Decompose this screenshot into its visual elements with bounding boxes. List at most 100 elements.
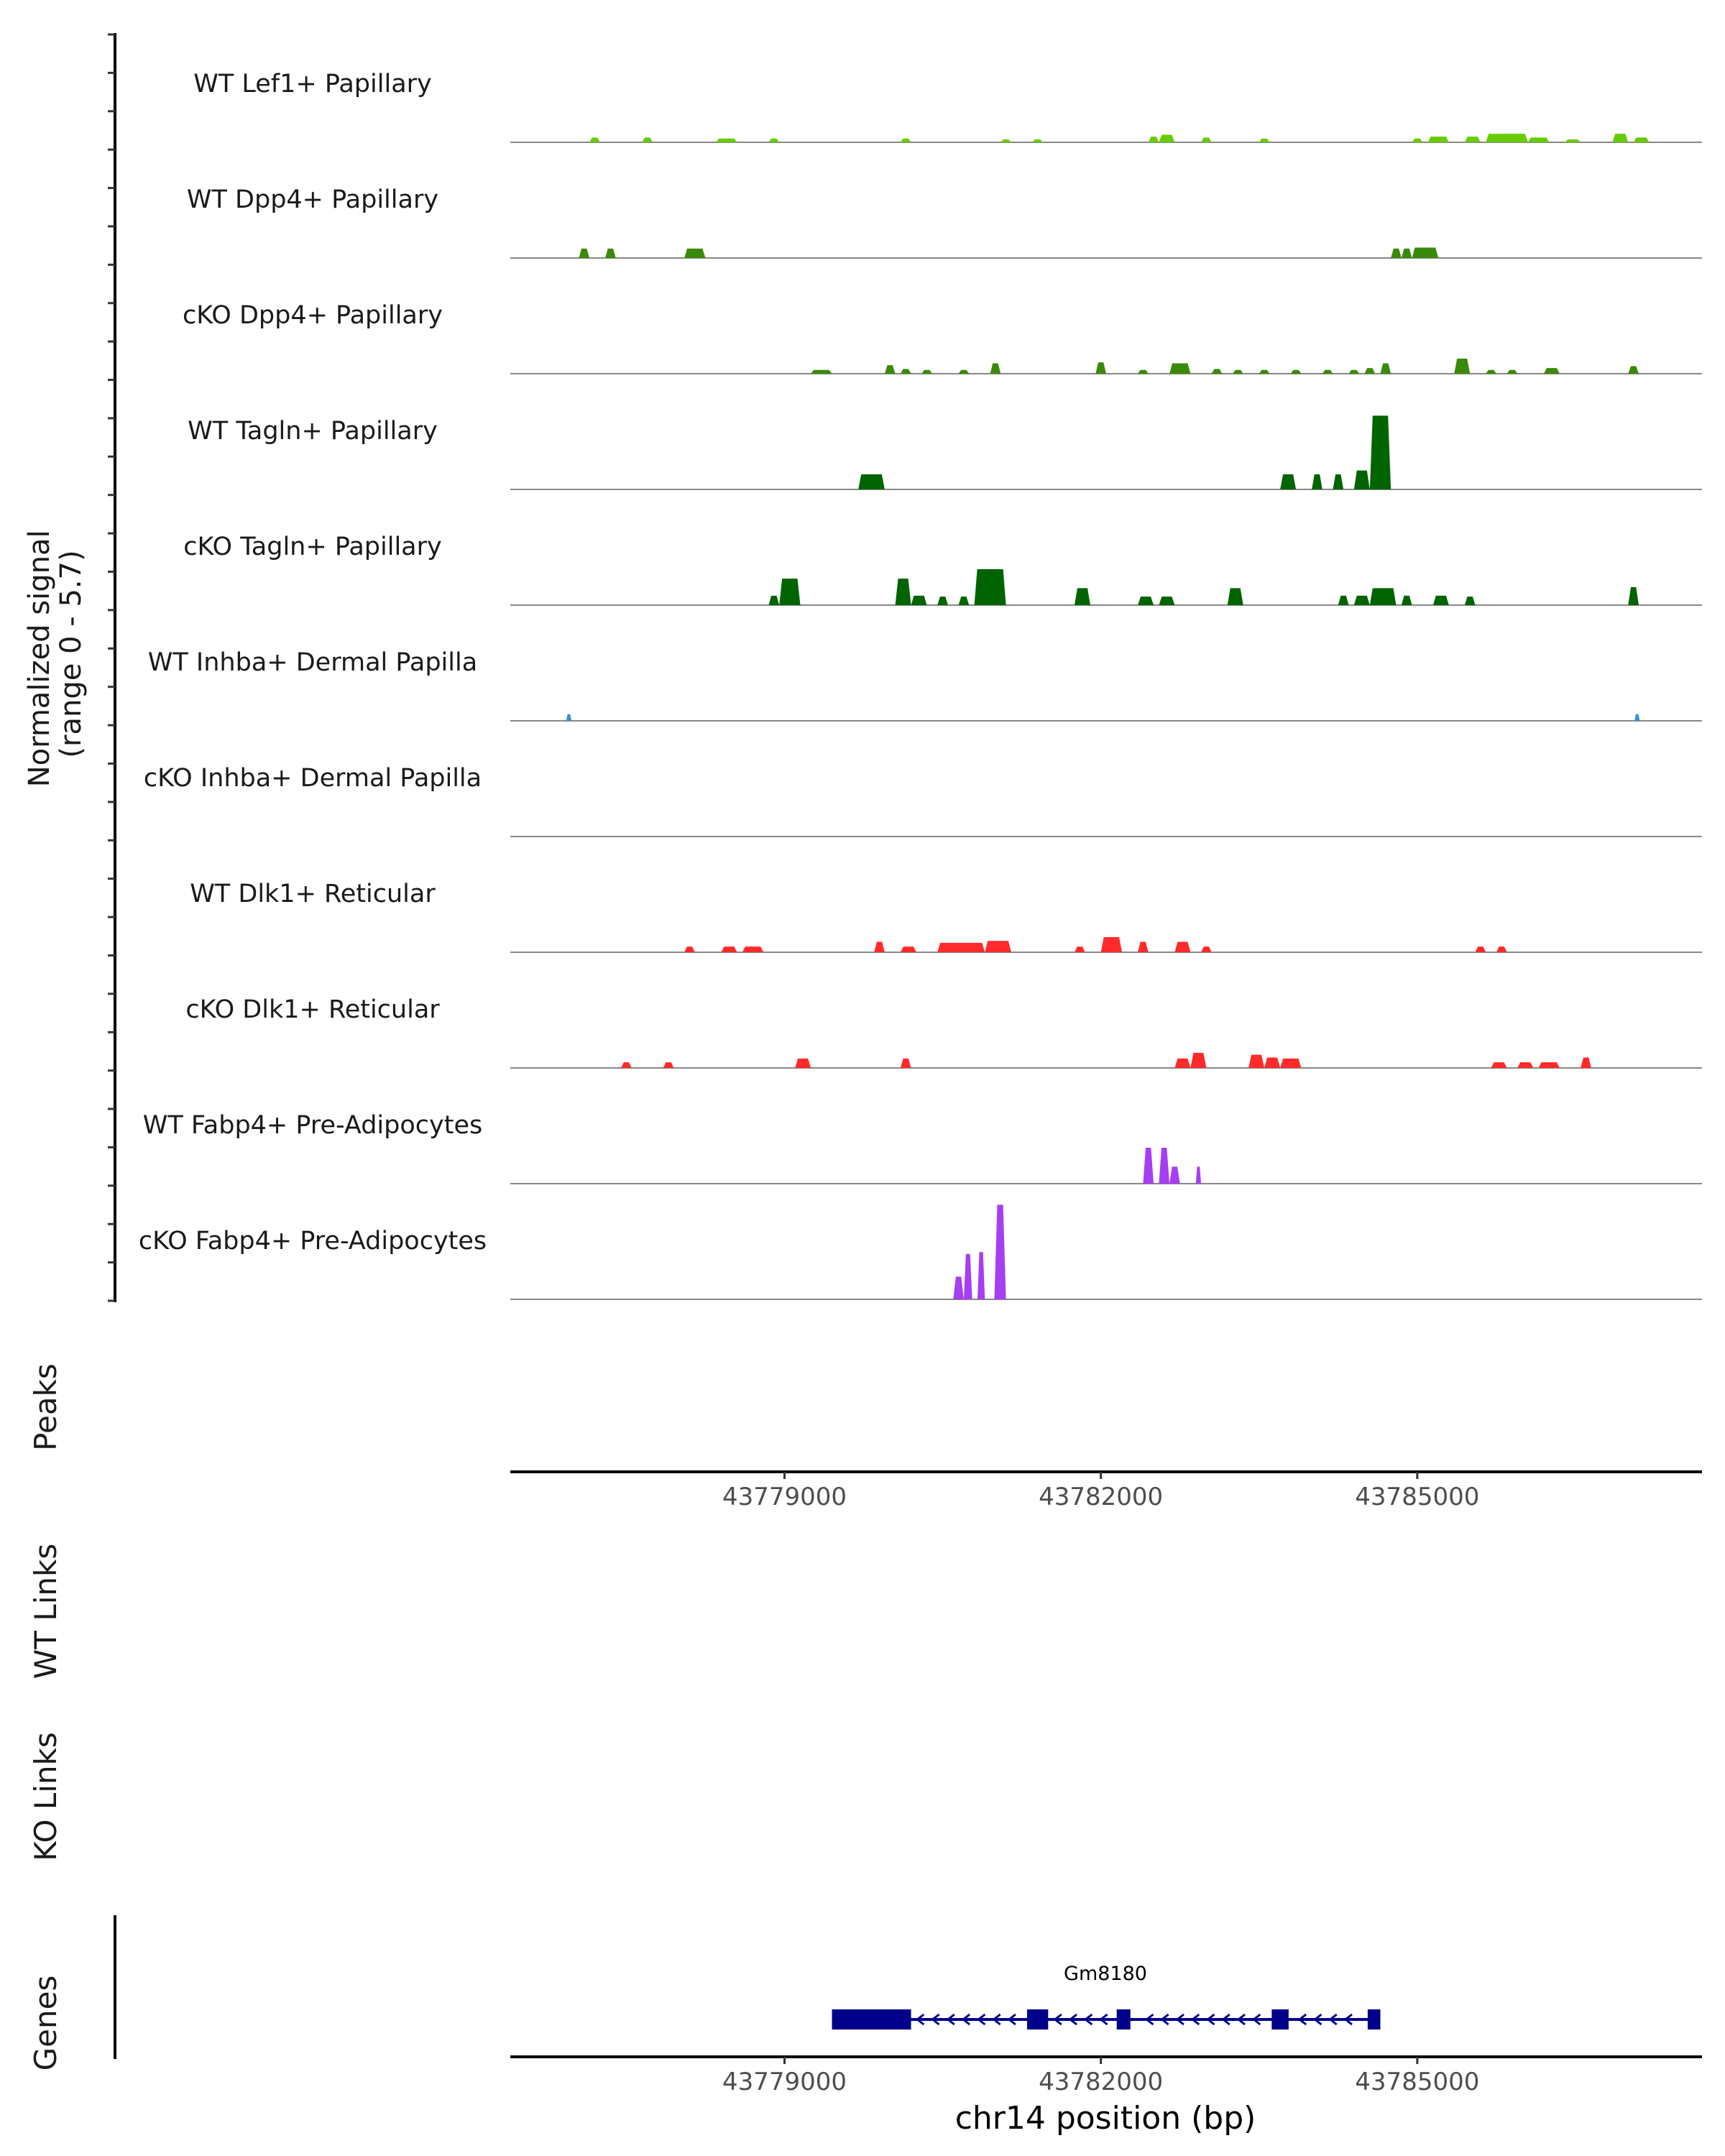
genes-x-axis: 43779000 43782000 43785000: [510, 2055, 1702, 2096]
gene-model: [832, 2009, 1381, 2030]
coverage-y-axis-label: Normalized signal (range 0 - 5.7): [23, 521, 88, 788]
signal-peak: [1454, 358, 1471, 374]
genes-x-axis-tick-label: 43779000: [722, 2068, 847, 2096]
signal-peak: [684, 248, 706, 258]
signal-peak: [621, 1062, 632, 1068]
signal-peak: [1233, 369, 1243, 374]
gene-name-label: Gm8180: [1064, 1963, 1147, 1985]
signal-peak: [1348, 369, 1360, 374]
signal-peak: [1259, 138, 1270, 142]
signal-peak: [958, 369, 970, 374]
signal-peak: [566, 714, 572, 721]
coverage-y-axis: [108, 33, 116, 1302]
signal-peak: [1074, 946, 1085, 952]
track-label: cKO Inhba+ Dermal Papilla: [144, 764, 482, 793]
signal-peak: [1000, 139, 1011, 142]
coverage-y-label-line-2: (range 0 - 5.7): [55, 550, 88, 757]
strand-arrow: [1328, 2013, 1338, 2026]
signal-peak: [1369, 415, 1392, 489]
signal-peak: [977, 1252, 985, 1299]
signal-peak: [858, 474, 885, 489]
signal-peak: [1517, 1062, 1534, 1068]
signal-peak: [1333, 474, 1344, 489]
signal-peak: [811, 369, 832, 374]
coverage-track: WT Tagln+ Papillary: [188, 415, 1702, 490]
genes-track-label: Genes: [28, 1976, 63, 2071]
signal-peak: [716, 138, 737, 142]
signal-peak: [1148, 137, 1159, 142]
coverage-track: cKO Inhba+ Dermal Papilla: [144, 764, 1702, 837]
signal-peak: [579, 248, 590, 258]
signal-peak: [1486, 134, 1528, 142]
strand-arrow: [1144, 2013, 1154, 2026]
strand-arrow: [1251, 2013, 1261, 2026]
signal-peak: [1486, 369, 1496, 374]
signal-peak: [1138, 941, 1149, 952]
wt-links-track-label: WT Links: [28, 1544, 63, 1679]
coverage-y-label-line-1: Normalized signal: [23, 530, 56, 787]
signal-peak: [1159, 1148, 1170, 1184]
signal-peak: [937, 942, 985, 952]
signal-peak: [1100, 936, 1123, 952]
signal-peak: [953, 1276, 964, 1299]
signal-peak: [1496, 946, 1507, 952]
coverage-track: WT Lef1+ Papillary: [193, 70, 1702, 143]
signal-peak: [1138, 596, 1154, 605]
signal-peak: [721, 946, 737, 952]
signal-peak: [1264, 1057, 1281, 1068]
signal-peak: [1159, 596, 1175, 605]
strand-arrow: [976, 2013, 986, 2026]
strand-arrow: [1297, 2013, 1307, 2026]
signal-peak: [1380, 363, 1392, 374]
coverage-track: cKO Dpp4+ Papillary: [183, 301, 1702, 374]
coverage-track: cKO Fabp4+ Pre-Adipocytes: [139, 1204, 1702, 1300]
signal-peak: [900, 369, 911, 374]
coverage-track: WT Dpp4+ Papillary: [187, 185, 1702, 259]
signal-peak: [1290, 369, 1302, 374]
signal-peak: [1280, 474, 1297, 489]
signal-peak: [1201, 137, 1212, 142]
signal-peak: [1338, 595, 1349, 605]
coverage-track: WT Inhba+ Dermal Papilla: [148, 648, 1702, 722]
signal-peak: [684, 946, 695, 952]
signal-peak: [884, 365, 896, 374]
signal-peak: [1353, 595, 1370, 605]
peaks-track-label: Peaks: [28, 1363, 63, 1451]
strand-arrow: [915, 2013, 925, 2026]
strand-arrow: [1190, 2013, 1200, 2026]
signal-peak: [768, 595, 780, 605]
strand-arrow: [1099, 2013, 1108, 2026]
strand-arrow: [1206, 2013, 1215, 2026]
strand-arrow: [946, 2013, 955, 2026]
signal-peak: [1095, 362, 1106, 374]
signal-peak: [963, 1253, 972, 1299]
signal-peak: [589, 137, 600, 142]
signal-peak: [958, 596, 970, 605]
strand-arrow: [1068, 2013, 1077, 2026]
signal-peak: [974, 569, 1006, 605]
signal-peak: [1565, 139, 1581, 142]
signal-peak: [1032, 139, 1043, 142]
signal-peak: [1190, 1052, 1207, 1068]
signal-peak: [1169, 363, 1191, 374]
signal-peak: [1174, 1058, 1191, 1068]
signal-peak: [605, 248, 616, 258]
signal-peak: [1491, 1062, 1507, 1068]
signal-peak: [1322, 369, 1333, 374]
track-label: WT Lef1+ Papillary: [193, 70, 432, 98]
strand-arrow: [961, 2013, 971, 2026]
strand-arrow: [1007, 2013, 1016, 2026]
signal-peak: [1527, 137, 1550, 142]
signal-peak: [874, 941, 885, 952]
signal-peak: [900, 138, 911, 142]
coverage-tracks: WT Lef1+ Papillary WT Dpp4+ Papillary cKO …: [139, 70, 1702, 1300]
signal-peak: [911, 595, 927, 605]
signal-peak: [1412, 138, 1423, 142]
gene-exon: [1026, 2009, 1049, 2030]
signal-peak: [1432, 595, 1449, 605]
signal-peak: [1628, 366, 1639, 374]
signal-peak: [1581, 1057, 1591, 1068]
strand-arrow: [1313, 2013, 1322, 2026]
signal-peak: [1312, 474, 1322, 489]
peaks-x-axis-tick-label: 43779000: [722, 1483, 847, 1511]
